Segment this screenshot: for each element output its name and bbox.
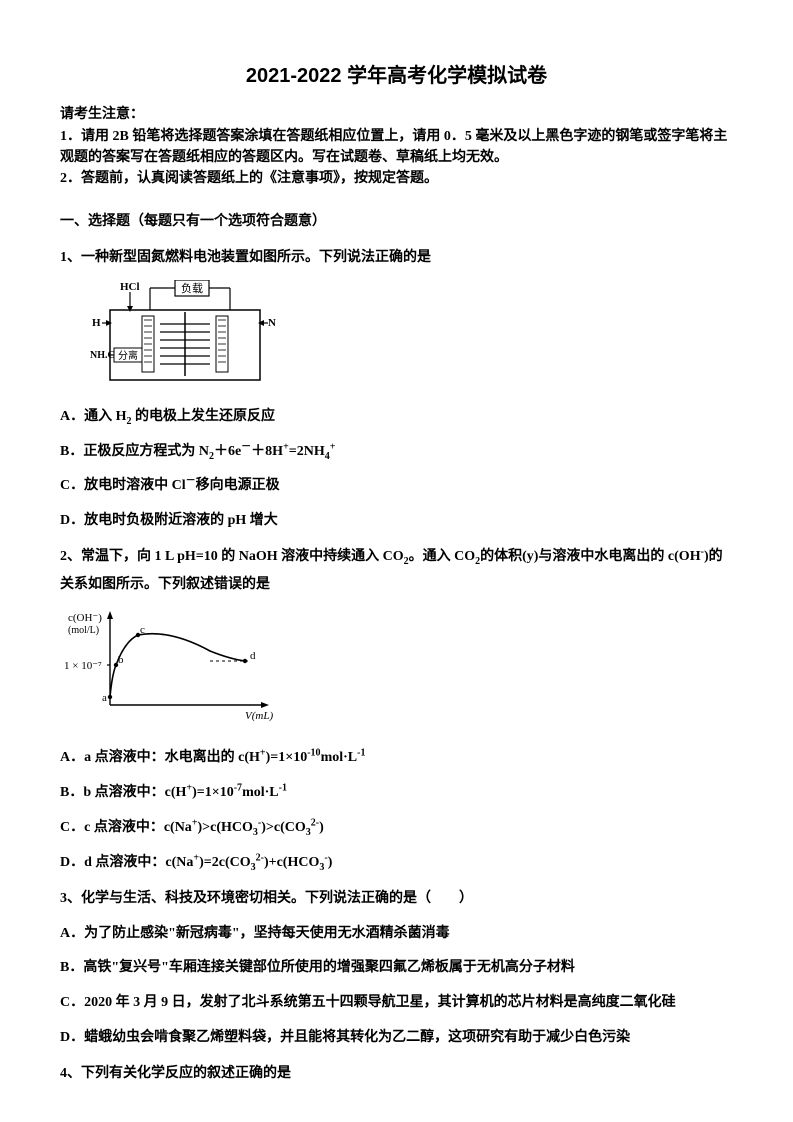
q3-opt-d: D．蜡蛾幼虫会啃食聚乙烯塑料袋，并且能将其转化为乙二醇，这项研究有助于减少白色污… [60,1023,733,1054]
q1-opt-c: C．放电时溶液中 Cl－移向电源正极 [60,471,733,502]
svg-text:V(mL): V(mL) [245,710,273,722]
q2-graph: c(OH⁻) (mol/L) 1 × 10⁻⁷ V(mL) a b c d [60,605,733,733]
q1-opt-d: D．放电时负极附近溶液的 pH 增大 [60,506,733,537]
svg-text:(mol/L): (mol/L) [68,625,99,636]
q1-diagram: 负载 HCl H N NH.Cl 分离 [90,280,733,390]
svg-text:1 × 10⁻⁷: 1 × 10⁻⁷ [64,660,102,672]
q1-opt-a: A．通入 H2 的电极上发生还原反应 [60,402,733,433]
q2-opt-d: D．d 点溶液中：c(Na+)=2c(CO32-)+c(HCO3-) [60,848,733,879]
q2-opt-b: B．b 点溶液中：c(H+)=1×10-7mol·L-1 [60,778,733,809]
q1-opt-b: B．正极反应方程式为 N2＋6e－＋8H+=2NH4+ [60,437,733,468]
q1-stem: 1、一种新型固氮燃料电池装置如图所示。下列说法正确的是 [60,244,733,272]
q4-stem: 4、下列有关化学反应的叙述正确的是 [60,1060,733,1088]
q2-opt-c: C．c 点溶液中：c(Na+)>c(HCO3-)>c(CO32-) [60,813,733,844]
svg-text:HCl: HCl [120,281,140,293]
svg-text:N: N [268,317,276,329]
svg-text:b: b [118,654,124,666]
q2-opt-a: A．a 点溶液中：水电离出的 c(H+)=1×10-10mol·L-1 [60,743,733,774]
q3-opt-a: A．为了防止感染"新冠病毒"，坚持每天使用无水酒精杀菌消毒 [60,919,733,950]
notice-head: 请考生注意： [60,104,733,126]
q3-opt-b: B．高铁"复兴号"车厢连接关键部位所使用的增强聚四氟乙烯板属于无机高分子材料 [60,953,733,984]
q3-stem: 3、化学与生活、科技及环境密切相关。下列说法正确的是（ ） [60,885,733,913]
svg-text:d: d [250,650,256,662]
svg-text:H: H [92,317,101,329]
svg-text:c: c [140,624,145,636]
section-1-head: 一、选择题（每题只有一个选项符合题意） [60,211,733,233]
svg-text:负载: 负载 [181,281,203,295]
svg-text:分离: 分离 [118,349,138,362]
page-title: 2021-2022 学年高考化学模拟试卷 [60,60,733,92]
q3-opt-c: C．2020 年 3 月 9 日，发射了北斗系统第五十四颗导航卫星，其计算机的芯… [60,988,733,1019]
notice-line-2: 2．答题前，认真阅读答题纸上的《注意事项》，按规定答题。 [60,168,733,189]
svg-text:a: a [102,692,107,704]
notice-line-1: 1．请用 2B 铅笔将选择题答案涂填在答题纸相应位置上，请用 0．5 毫米及以上… [60,126,733,168]
svg-text:c(OH⁻): c(OH⁻) [68,612,102,624]
q2-stem: 2、常温下，向 1 L pH=10 的 NaOH 溶液中持续通入 CO2。通入 … [60,543,733,599]
